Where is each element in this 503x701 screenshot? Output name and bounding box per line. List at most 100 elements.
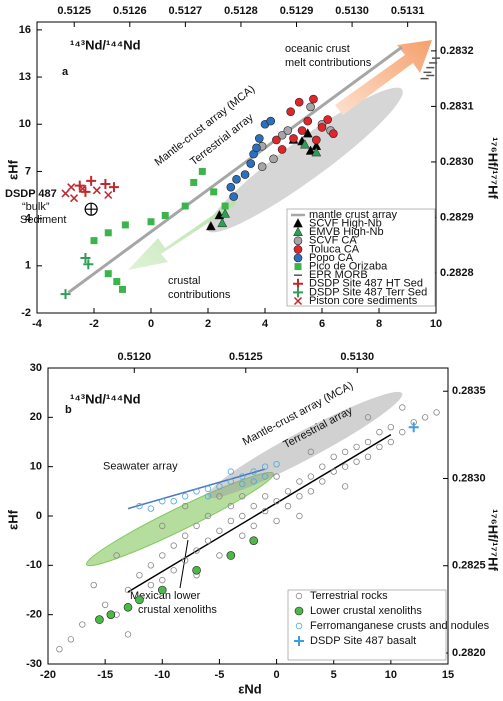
point — [101, 601, 109, 608]
legend-label: mantle crust array — [309, 209, 398, 221]
point — [220, 208, 231, 218]
x-tick-label: 10 — [430, 318, 442, 330]
point — [95, 615, 104, 624]
point — [341, 483, 349, 490]
legend-box — [286, 208, 436, 307]
point — [216, 527, 223, 534]
x2-axis-title: ¹⁴³Nd/¹⁴⁴Nd — [70, 391, 141, 406]
point — [217, 217, 228, 228]
y-tick-label: 7 — [25, 165, 31, 177]
point — [239, 480, 246, 488]
x2-tick-label: 0.5129 — [280, 5, 314, 17]
point — [239, 493, 246, 500]
point — [323, 115, 333, 124]
point — [80, 252, 91, 263]
point — [221, 202, 229, 210]
x2-tick-label: 0.5130 — [335, 5, 369, 17]
point — [364, 414, 372, 421]
point — [90, 581, 97, 589]
point — [305, 145, 316, 155]
x2-tick-label: 0.5125 — [57, 5, 91, 17]
point — [297, 126, 307, 135]
point — [90, 237, 98, 245]
point — [296, 478, 303, 485]
y-tick-label: 13 — [19, 71, 31, 83]
point — [104, 270, 112, 278]
point — [240, 170, 250, 179]
legend-swatch — [294, 263, 302, 271]
point — [86, 175, 97, 186]
y2-tick-label: 0.2828 — [440, 267, 474, 279]
y2-axis-title: ¹⁷⁶Hf/¹⁷⁷Hf — [486, 137, 501, 199]
legend-box — [287, 589, 447, 661]
point — [252, 143, 261, 153]
panel-label: a — [62, 66, 69, 78]
point — [67, 636, 75, 643]
point — [239, 512, 246, 520]
point — [108, 182, 119, 193]
point — [261, 507, 269, 515]
point — [387, 424, 395, 431]
y2-tick-label: 0.2830 — [440, 156, 474, 168]
xenolith-band — [85, 471, 275, 567]
point — [159, 498, 166, 505]
point — [193, 488, 200, 495]
point — [246, 159, 256, 168]
y-tick-label: -30 — [26, 658, 42, 670]
point — [284, 488, 292, 495]
point — [198, 167, 206, 175]
point — [421, 414, 429, 421]
point — [205, 220, 216, 231]
point — [60, 289, 71, 300]
legend-swatch — [294, 636, 304, 646]
y-tick-label: 10 — [19, 118, 31, 130]
trend-line — [127, 433, 392, 593]
x2-tick-label: 0.5130 — [340, 351, 374, 363]
point — [159, 576, 166, 584]
x-tick-label: 15 — [442, 669, 454, 681]
point — [192, 565, 201, 575]
y-axis-title: εHf — [5, 159, 20, 180]
point — [239, 532, 246, 539]
point — [136, 572, 143, 579]
point — [341, 448, 349, 456]
point — [249, 536, 259, 545]
point — [159, 522, 166, 530]
point — [408, 422, 419, 433]
legend-swatch — [293, 296, 303, 306]
y-tick-label: 30 — [30, 362, 42, 374]
legend-label: SCVF CA — [309, 235, 357, 247]
point — [100, 179, 111, 190]
legend-swatch — [294, 606, 304, 616]
point — [204, 485, 212, 493]
point — [250, 478, 257, 485]
point — [250, 468, 257, 475]
point — [181, 532, 189, 539]
point — [121, 221, 129, 229]
point — [226, 182, 236, 192]
point — [124, 586, 132, 594]
x-tick-label: 0 — [148, 318, 154, 330]
y2-tick-label: 0.2825 — [452, 560, 486, 572]
point — [319, 463, 326, 470]
point — [136, 502, 143, 510]
x-tick-label: 0 — [274, 669, 280, 681]
point — [147, 218, 155, 226]
point — [181, 502, 189, 510]
x-tick-label: 2 — [205, 318, 211, 330]
point — [307, 448, 315, 456]
point — [433, 409, 440, 416]
point — [273, 461, 280, 468]
annotation: oceanic crust — [285, 43, 350, 55]
point — [56, 646, 63, 653]
x-tick-label: -15 — [97, 669, 113, 681]
bulk-label: “bulk” — [22, 201, 50, 213]
crustal-arrow — [128, 198, 238, 270]
point — [261, 493, 269, 500]
oceanic-arrow — [335, 40, 432, 115]
legend-swatch — [293, 287, 303, 298]
bulk-label: Sediment — [20, 214, 66, 226]
y-tick-label: -10 — [26, 559, 42, 571]
legend-label: DSDP Site 487 HT Sed — [309, 278, 423, 290]
